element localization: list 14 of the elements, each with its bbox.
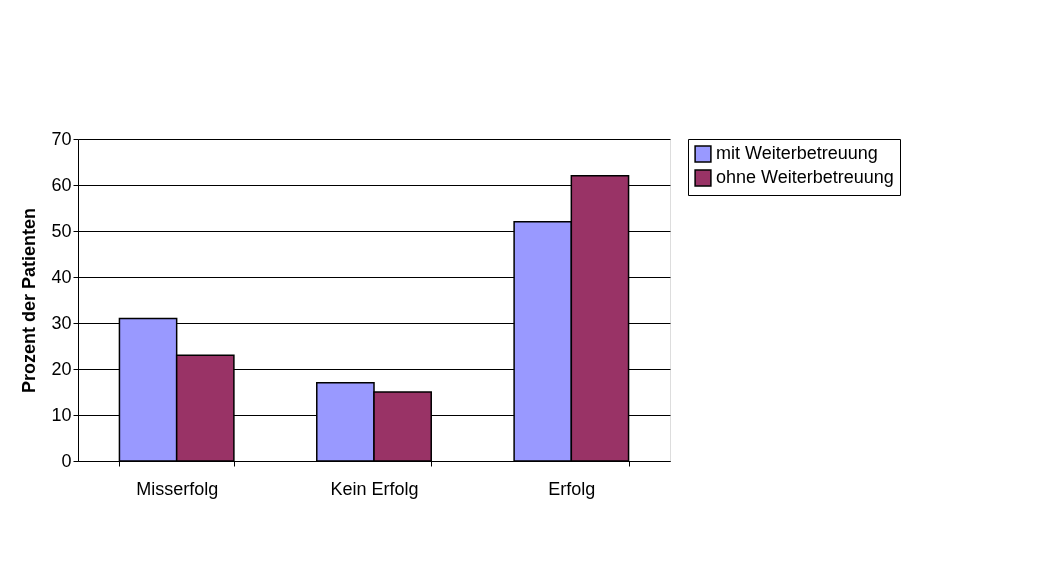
y-tick-label: 70 bbox=[51, 128, 72, 149]
x-tick-label: Kein Erfolg bbox=[330, 478, 419, 499]
y-tick-label: 10 bbox=[51, 404, 72, 425]
y-tick-label: 20 bbox=[51, 358, 72, 379]
y-tick-label: 40 bbox=[51, 266, 72, 287]
legend-label: mit Weiterbetreuung bbox=[716, 143, 878, 163]
y-tick-label: 60 bbox=[51, 174, 72, 195]
y-tick-label: 30 bbox=[51, 312, 72, 333]
y-tick-label: 0 bbox=[61, 450, 72, 471]
y-tick-label: 50 bbox=[51, 220, 72, 241]
y-axis-title: Prozent der Patienten bbox=[19, 207, 40, 394]
x-tick-label: Erfolg bbox=[548, 478, 596, 499]
x-tick-label: Misserfolg bbox=[136, 478, 219, 499]
legend-label: ohne Weiterbetreuung bbox=[716, 167, 894, 187]
